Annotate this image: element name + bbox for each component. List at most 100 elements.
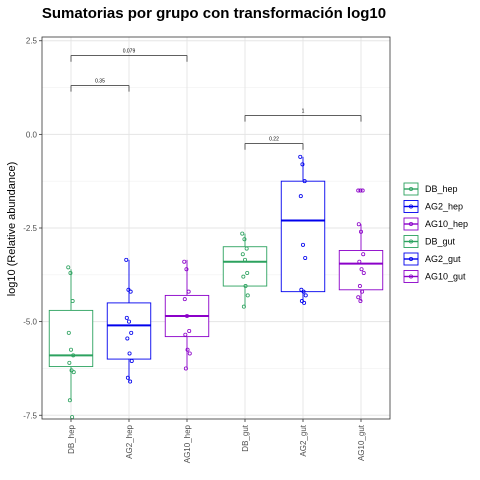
data-point <box>69 347 74 352</box>
box-body <box>48 309 94 368</box>
data-point <box>242 257 247 262</box>
y-tick-label: -2.5 <box>23 224 37 233</box>
data-point <box>187 328 192 333</box>
data-point <box>357 259 362 264</box>
comparison-bracket: 0.35 <box>70 79 130 92</box>
data-point <box>356 295 361 300</box>
data-point <box>125 375 130 380</box>
legend-label: DB_gut <box>425 237 456 247</box>
x-tick-label: DB_hep <box>67 424 76 453</box>
data-point <box>185 347 190 352</box>
y-tick-label: 0.0 <box>26 130 38 139</box>
legend-key-point <box>408 204 413 209</box>
data-point <box>359 267 364 272</box>
y-tick-label: -7.5 <box>23 411 37 420</box>
data-point <box>244 246 249 251</box>
box-DB_gut <box>222 231 268 309</box>
data-point <box>242 237 247 242</box>
bracket-line <box>244 143 304 150</box>
p-value-label: 1 <box>302 109 305 115</box>
data-point <box>298 154 303 159</box>
data-point <box>124 257 129 262</box>
data-point <box>71 370 76 375</box>
legend-item-AG2_hep: AG2_hep <box>403 200 463 213</box>
data-point <box>124 315 129 320</box>
p-value-label: 0.35 <box>95 79 105 85</box>
legend-key-point <box>408 221 413 226</box>
box-AG10_hep <box>164 259 210 371</box>
data-point <box>361 270 366 275</box>
data-point <box>183 366 188 371</box>
comparison-bracket: 1 <box>244 109 362 122</box>
data-point <box>301 289 306 294</box>
data-point <box>360 289 365 294</box>
data-point <box>67 360 72 365</box>
data-point <box>66 265 71 270</box>
legend-key-point <box>408 186 413 191</box>
legend: DB_hep AG2_hep AG10_hep DB_gut AG2_gut AG10_g… <box>403 182 468 283</box>
x-axis: DB_hep AG2_hep AG10_hep DB_gut AG2_gut AG10_g… <box>67 419 366 463</box>
data-point <box>245 270 250 275</box>
x-tick-label: AG2_hep <box>125 424 134 458</box>
data-point <box>241 274 246 279</box>
box-AG2_gut <box>280 154 326 305</box>
x-tick-label: AG2_gut <box>299 424 308 456</box>
box-series <box>48 154 384 420</box>
legend-item-DB_gut: DB_gut <box>403 235 456 248</box>
data-point <box>357 284 362 289</box>
data-point <box>358 299 363 304</box>
data-point <box>71 353 76 358</box>
data-point <box>67 398 72 403</box>
significance-brackets: 0.35 0.079 0.22 1 <box>70 49 362 150</box>
y-tick-label: -5.0 <box>23 318 37 327</box>
y-axis-title: log10 (Relative abundance) <box>6 162 18 297</box>
legend-item-DB_hep: DB_hep <box>403 182 458 196</box>
data-point <box>127 351 132 356</box>
legend-label: AG10_gut <box>425 272 466 282</box>
comparison-bracket: 0.22 <box>244 137 304 150</box>
bracket-line <box>244 115 362 122</box>
data-point <box>186 289 191 294</box>
data-point <box>66 330 71 335</box>
legend-key-point <box>408 239 413 244</box>
data-point <box>70 299 75 304</box>
data-point <box>240 252 245 257</box>
data-point <box>300 162 305 167</box>
data-point <box>187 351 192 356</box>
p-value-label: 0.22 <box>269 137 279 143</box>
data-point <box>360 188 365 193</box>
p-value-label: 0.079 <box>123 49 136 55</box>
data-point <box>303 293 308 298</box>
bracket-line <box>70 55 188 62</box>
data-point <box>302 300 307 305</box>
y-axis: 2.5 0.0 -2.5 -5.0 -7.5 <box>23 37 42 420</box>
box-body <box>222 246 268 287</box>
data-point <box>303 255 308 260</box>
data-point <box>302 179 307 184</box>
chart-title: Sumatorias por grupo con transformación … <box>42 5 386 22</box>
data-point <box>241 304 246 309</box>
legend-label: DB_hep <box>425 184 458 194</box>
box-body <box>106 302 152 360</box>
box-DB_hep <box>48 265 94 420</box>
legend-key-point <box>408 256 413 261</box>
data-point <box>243 284 248 289</box>
box-body <box>338 250 384 291</box>
legend-key-point <box>408 274 413 279</box>
data-point <box>300 242 305 247</box>
legend-label: AG2_gut <box>425 254 461 264</box>
box-body <box>280 180 326 293</box>
data-point <box>358 188 363 193</box>
x-tick-label: AG10_hep <box>183 424 192 463</box>
data-point <box>356 188 361 193</box>
data-point <box>245 293 250 298</box>
data-point <box>356 222 361 227</box>
legend-item-AG10_hep: AG10_hep <box>403 217 468 231</box>
data-point <box>182 297 187 302</box>
comparison-bracket: 0.079 <box>70 49 188 62</box>
data-point <box>358 229 363 234</box>
data-point <box>129 358 134 363</box>
data-point <box>127 319 132 324</box>
legend-item-AG2_gut: AG2_gut <box>403 252 461 266</box>
